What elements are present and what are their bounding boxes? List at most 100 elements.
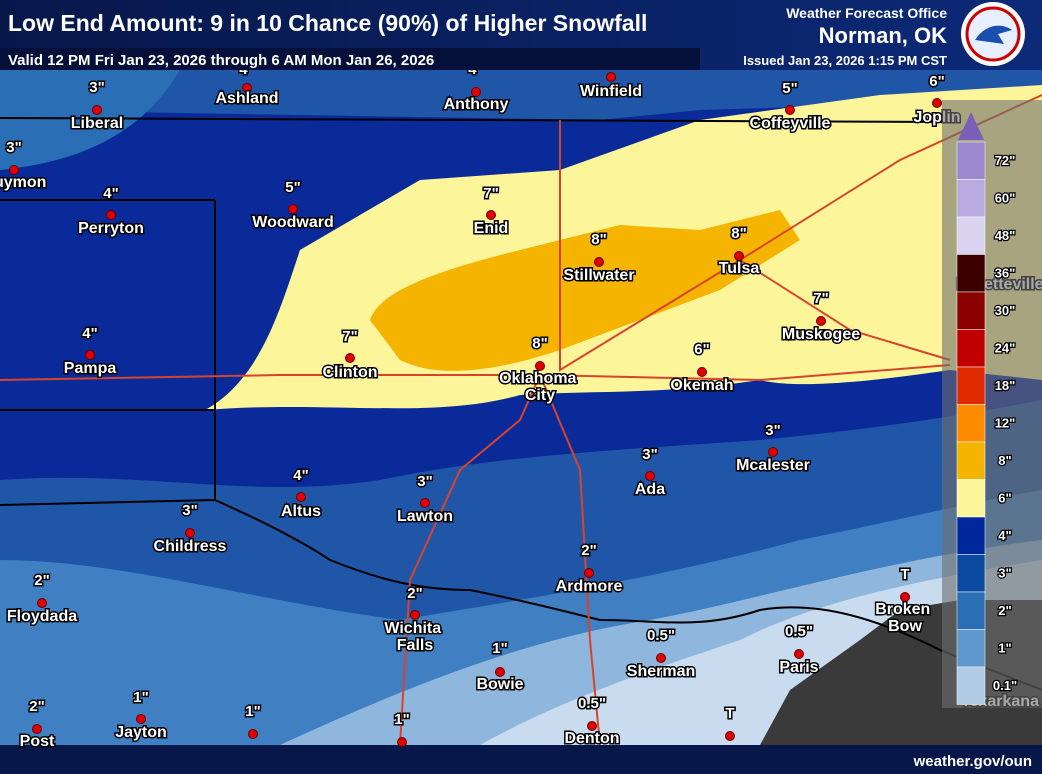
snow-amount: 2" bbox=[29, 698, 44, 715]
snow-amount: 4" bbox=[82, 325, 97, 342]
snow-amount: 8" bbox=[532, 335, 547, 352]
snow-amount: 3" bbox=[417, 473, 432, 490]
snow-amount: 1" bbox=[245, 703, 260, 720]
legend-label: 72" bbox=[995, 153, 1016, 168]
city-name: Okemah bbox=[670, 377, 733, 394]
city-dot bbox=[486, 210, 496, 220]
city-name: Bowie bbox=[476, 676, 523, 693]
city-name: Pampa bbox=[64, 360, 117, 377]
city-name: Mcalester bbox=[736, 457, 810, 474]
legend-label: 6" bbox=[998, 491, 1011, 506]
snow-amount: 3" bbox=[182, 502, 197, 519]
snow-amount: 8" bbox=[731, 225, 746, 242]
snow-amount: 1" bbox=[394, 711, 409, 728]
legend-label: 30" bbox=[995, 303, 1016, 318]
snow-amount: 0.5" bbox=[785, 623, 813, 640]
city-name: Floydada bbox=[7, 608, 77, 625]
city-dot bbox=[794, 649, 804, 659]
city-dot bbox=[932, 98, 942, 108]
city-dot bbox=[37, 598, 47, 608]
legend-swatch bbox=[956, 404, 986, 443]
city-name: Winfield bbox=[580, 83, 642, 100]
snow-amount: 4" bbox=[103, 185, 118, 202]
city-dot bbox=[785, 105, 795, 115]
snow-amount: 0.5" bbox=[578, 695, 606, 712]
city-dot bbox=[656, 653, 666, 663]
legend-label: 60" bbox=[995, 191, 1016, 206]
city-name: Muskogee bbox=[782, 326, 860, 343]
city-name: Liberal bbox=[71, 115, 123, 132]
legend-swatch bbox=[956, 329, 986, 368]
city-dot bbox=[471, 87, 481, 97]
snow-amount: 7" bbox=[813, 290, 828, 307]
snow-amount: 2" bbox=[407, 585, 422, 602]
valid-bar bbox=[0, 48, 700, 70]
legend-label: 8" bbox=[998, 453, 1011, 468]
legend: 72" 60" 48" 36" 30" 24" 18" 12" 8" 6" 4" 3" 2" 1" 0.1" bbox=[942, 100, 1042, 708]
legend-label: 4" bbox=[998, 528, 1011, 543]
city-dot bbox=[32, 724, 42, 734]
city-name: Coffeyville bbox=[750, 115, 831, 132]
city-name: Ada bbox=[635, 481, 665, 498]
city-name: Altus bbox=[281, 503, 321, 520]
legend-swatch bbox=[956, 291, 986, 330]
legend-swatch bbox=[956, 591, 986, 630]
office: Weather Forecast Office bbox=[786, 5, 947, 21]
snow-amount: T bbox=[900, 566, 909, 583]
legend-swatch bbox=[956, 179, 986, 218]
city-name: Guymon bbox=[0, 174, 46, 191]
city-name: Post bbox=[20, 733, 55, 750]
snow-amount: 5" bbox=[782, 80, 797, 97]
city-name: Anthony bbox=[444, 96, 509, 113]
city-dot bbox=[106, 210, 116, 220]
city-dot bbox=[584, 568, 594, 578]
cities: 4" Ashland 4" Anthony Winfield 5" Coffeyville 6… bbox=[0, 60, 1042, 752]
footer-url: weather.gov/oun bbox=[913, 753, 1032, 770]
snow-amount: 3" bbox=[642, 446, 657, 463]
legend-swatch bbox=[956, 141, 986, 180]
nws-logo bbox=[961, 2, 1025, 66]
legend-label: 36" bbox=[995, 266, 1016, 281]
city-dot bbox=[725, 731, 735, 741]
city-name: Tulsa bbox=[719, 260, 760, 277]
city-dot bbox=[900, 592, 910, 602]
city-dot bbox=[242, 83, 252, 93]
city-dot bbox=[587, 721, 597, 731]
snow-amount: 2" bbox=[34, 572, 49, 589]
snow-amount: 3" bbox=[89, 79, 104, 96]
city-dot bbox=[136, 714, 146, 724]
city-dot bbox=[296, 492, 306, 502]
snow-amount: T bbox=[725, 705, 734, 722]
legend-swatch bbox=[956, 629, 986, 668]
snow-amount: 1" bbox=[492, 640, 507, 657]
legend-label: 2" bbox=[998, 603, 1011, 618]
city-name: Paris bbox=[779, 659, 818, 676]
city-name: Clinton bbox=[322, 364, 377, 381]
city-dot bbox=[288, 204, 298, 214]
title: Low End Amount: 9 in 10 Chance (90%) of … bbox=[8, 10, 647, 36]
legend-label: 12" bbox=[995, 416, 1016, 431]
legend-label: 3" bbox=[998, 566, 1011, 581]
legend-label: 0.1" bbox=[993, 678, 1017, 693]
city-dot bbox=[397, 737, 407, 747]
city-name: Oklahoma City bbox=[499, 370, 581, 404]
city-dot bbox=[410, 610, 420, 620]
map-background bbox=[0, 70, 1042, 774]
location: Norman, OK bbox=[819, 23, 947, 48]
city-name: Denton bbox=[564, 730, 619, 747]
city-dot bbox=[345, 353, 355, 363]
city-name: Enid bbox=[474, 220, 509, 237]
snow-amount: 3" bbox=[6, 139, 21, 156]
legend-swatch bbox=[956, 216, 986, 255]
city-dot bbox=[594, 257, 604, 267]
snow-amount: 8" bbox=[591, 231, 606, 248]
legend-swatch bbox=[956, 516, 986, 555]
city-dot bbox=[495, 667, 505, 677]
snow-amount: 7" bbox=[483, 185, 498, 202]
city-name: Childress bbox=[154, 538, 227, 555]
city-name: Lawton bbox=[397, 508, 453, 525]
city-name: Sherman bbox=[627, 663, 695, 680]
city-dot bbox=[606, 72, 616, 82]
city-name: Woodward bbox=[252, 214, 333, 231]
